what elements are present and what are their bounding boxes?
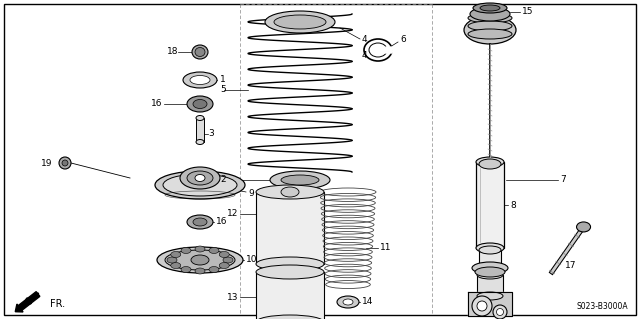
Ellipse shape	[196, 139, 204, 145]
Ellipse shape	[468, 13, 512, 23]
Ellipse shape	[187, 215, 213, 229]
Text: 19: 19	[40, 159, 52, 167]
Ellipse shape	[191, 255, 209, 265]
Text: 1: 1	[220, 76, 226, 85]
Ellipse shape	[256, 265, 324, 279]
Ellipse shape	[468, 29, 512, 39]
Ellipse shape	[183, 72, 217, 88]
Ellipse shape	[163, 174, 237, 196]
Ellipse shape	[187, 171, 213, 185]
Bar	[476, 162, 504, 248]
Ellipse shape	[480, 5, 500, 11]
Ellipse shape	[180, 167, 220, 189]
Text: 3: 3	[208, 130, 214, 138]
Text: 16: 16	[216, 218, 227, 226]
Ellipse shape	[281, 175, 319, 185]
Ellipse shape	[195, 246, 205, 252]
Ellipse shape	[256, 185, 324, 199]
Bar	[477, 275, 503, 296]
Text: FR.: FR.	[50, 299, 65, 309]
Ellipse shape	[195, 268, 205, 274]
Text: 4: 4	[362, 51, 367, 61]
Text: 15: 15	[522, 8, 534, 17]
Text: 13: 13	[227, 293, 238, 301]
Ellipse shape	[181, 248, 191, 254]
Ellipse shape	[468, 21, 512, 31]
Text: 2: 2	[220, 175, 226, 184]
Ellipse shape	[195, 174, 205, 182]
Text: 7: 7	[560, 175, 566, 184]
Polygon shape	[384, 47, 394, 53]
Ellipse shape	[475, 267, 505, 277]
Ellipse shape	[155, 171, 245, 199]
Ellipse shape	[493, 305, 507, 319]
Ellipse shape	[497, 308, 504, 315]
Ellipse shape	[59, 157, 71, 169]
Ellipse shape	[464, 16, 516, 44]
Ellipse shape	[337, 296, 359, 308]
Ellipse shape	[476, 243, 504, 253]
Ellipse shape	[190, 76, 210, 85]
Ellipse shape	[195, 48, 205, 56]
Bar	[479, 250, 501, 268]
Ellipse shape	[62, 160, 68, 166]
Ellipse shape	[281, 187, 299, 197]
Polygon shape	[468, 292, 512, 316]
Ellipse shape	[209, 267, 219, 272]
Ellipse shape	[220, 263, 229, 269]
Ellipse shape	[477, 271, 503, 279]
Ellipse shape	[476, 157, 504, 167]
Ellipse shape	[193, 100, 207, 108]
Ellipse shape	[157, 247, 243, 273]
Text: 18: 18	[166, 48, 178, 56]
Ellipse shape	[171, 251, 180, 257]
Ellipse shape	[193, 218, 207, 226]
Text: 8: 8	[510, 201, 516, 210]
Ellipse shape	[472, 262, 508, 274]
Ellipse shape	[477, 292, 503, 300]
Ellipse shape	[270, 171, 330, 189]
Text: 14: 14	[362, 298, 373, 307]
Ellipse shape	[256, 257, 324, 271]
Text: 6: 6	[400, 35, 406, 44]
Ellipse shape	[167, 257, 177, 263]
Bar	[196, 118, 204, 142]
Text: 16: 16	[150, 100, 162, 108]
Ellipse shape	[470, 7, 510, 21]
Text: 5: 5	[220, 85, 226, 94]
Ellipse shape	[477, 301, 487, 311]
Ellipse shape	[473, 3, 507, 13]
Ellipse shape	[479, 246, 501, 254]
Text: S023-B3000A: S023-B3000A	[577, 302, 628, 311]
Ellipse shape	[479, 159, 501, 169]
Text: 12: 12	[227, 210, 238, 219]
Bar	[256, 192, 324, 264]
Ellipse shape	[209, 248, 219, 254]
Ellipse shape	[187, 96, 213, 112]
Ellipse shape	[192, 45, 208, 59]
Text: 17: 17	[565, 261, 577, 270]
Ellipse shape	[577, 222, 591, 232]
Ellipse shape	[196, 115, 204, 121]
Bar	[256, 272, 324, 319]
Ellipse shape	[343, 299, 353, 305]
Ellipse shape	[265, 11, 335, 33]
Ellipse shape	[274, 15, 326, 29]
Ellipse shape	[165, 250, 235, 270]
Text: 11: 11	[380, 243, 392, 253]
Ellipse shape	[171, 263, 180, 269]
Text: 9: 9	[248, 189, 253, 197]
Text: 10: 10	[246, 256, 257, 264]
FancyArrow shape	[15, 292, 40, 312]
Ellipse shape	[220, 251, 229, 257]
Ellipse shape	[223, 257, 233, 263]
Ellipse shape	[256, 315, 324, 319]
Ellipse shape	[472, 296, 492, 316]
Text: 4: 4	[362, 35, 367, 44]
Ellipse shape	[181, 267, 191, 272]
